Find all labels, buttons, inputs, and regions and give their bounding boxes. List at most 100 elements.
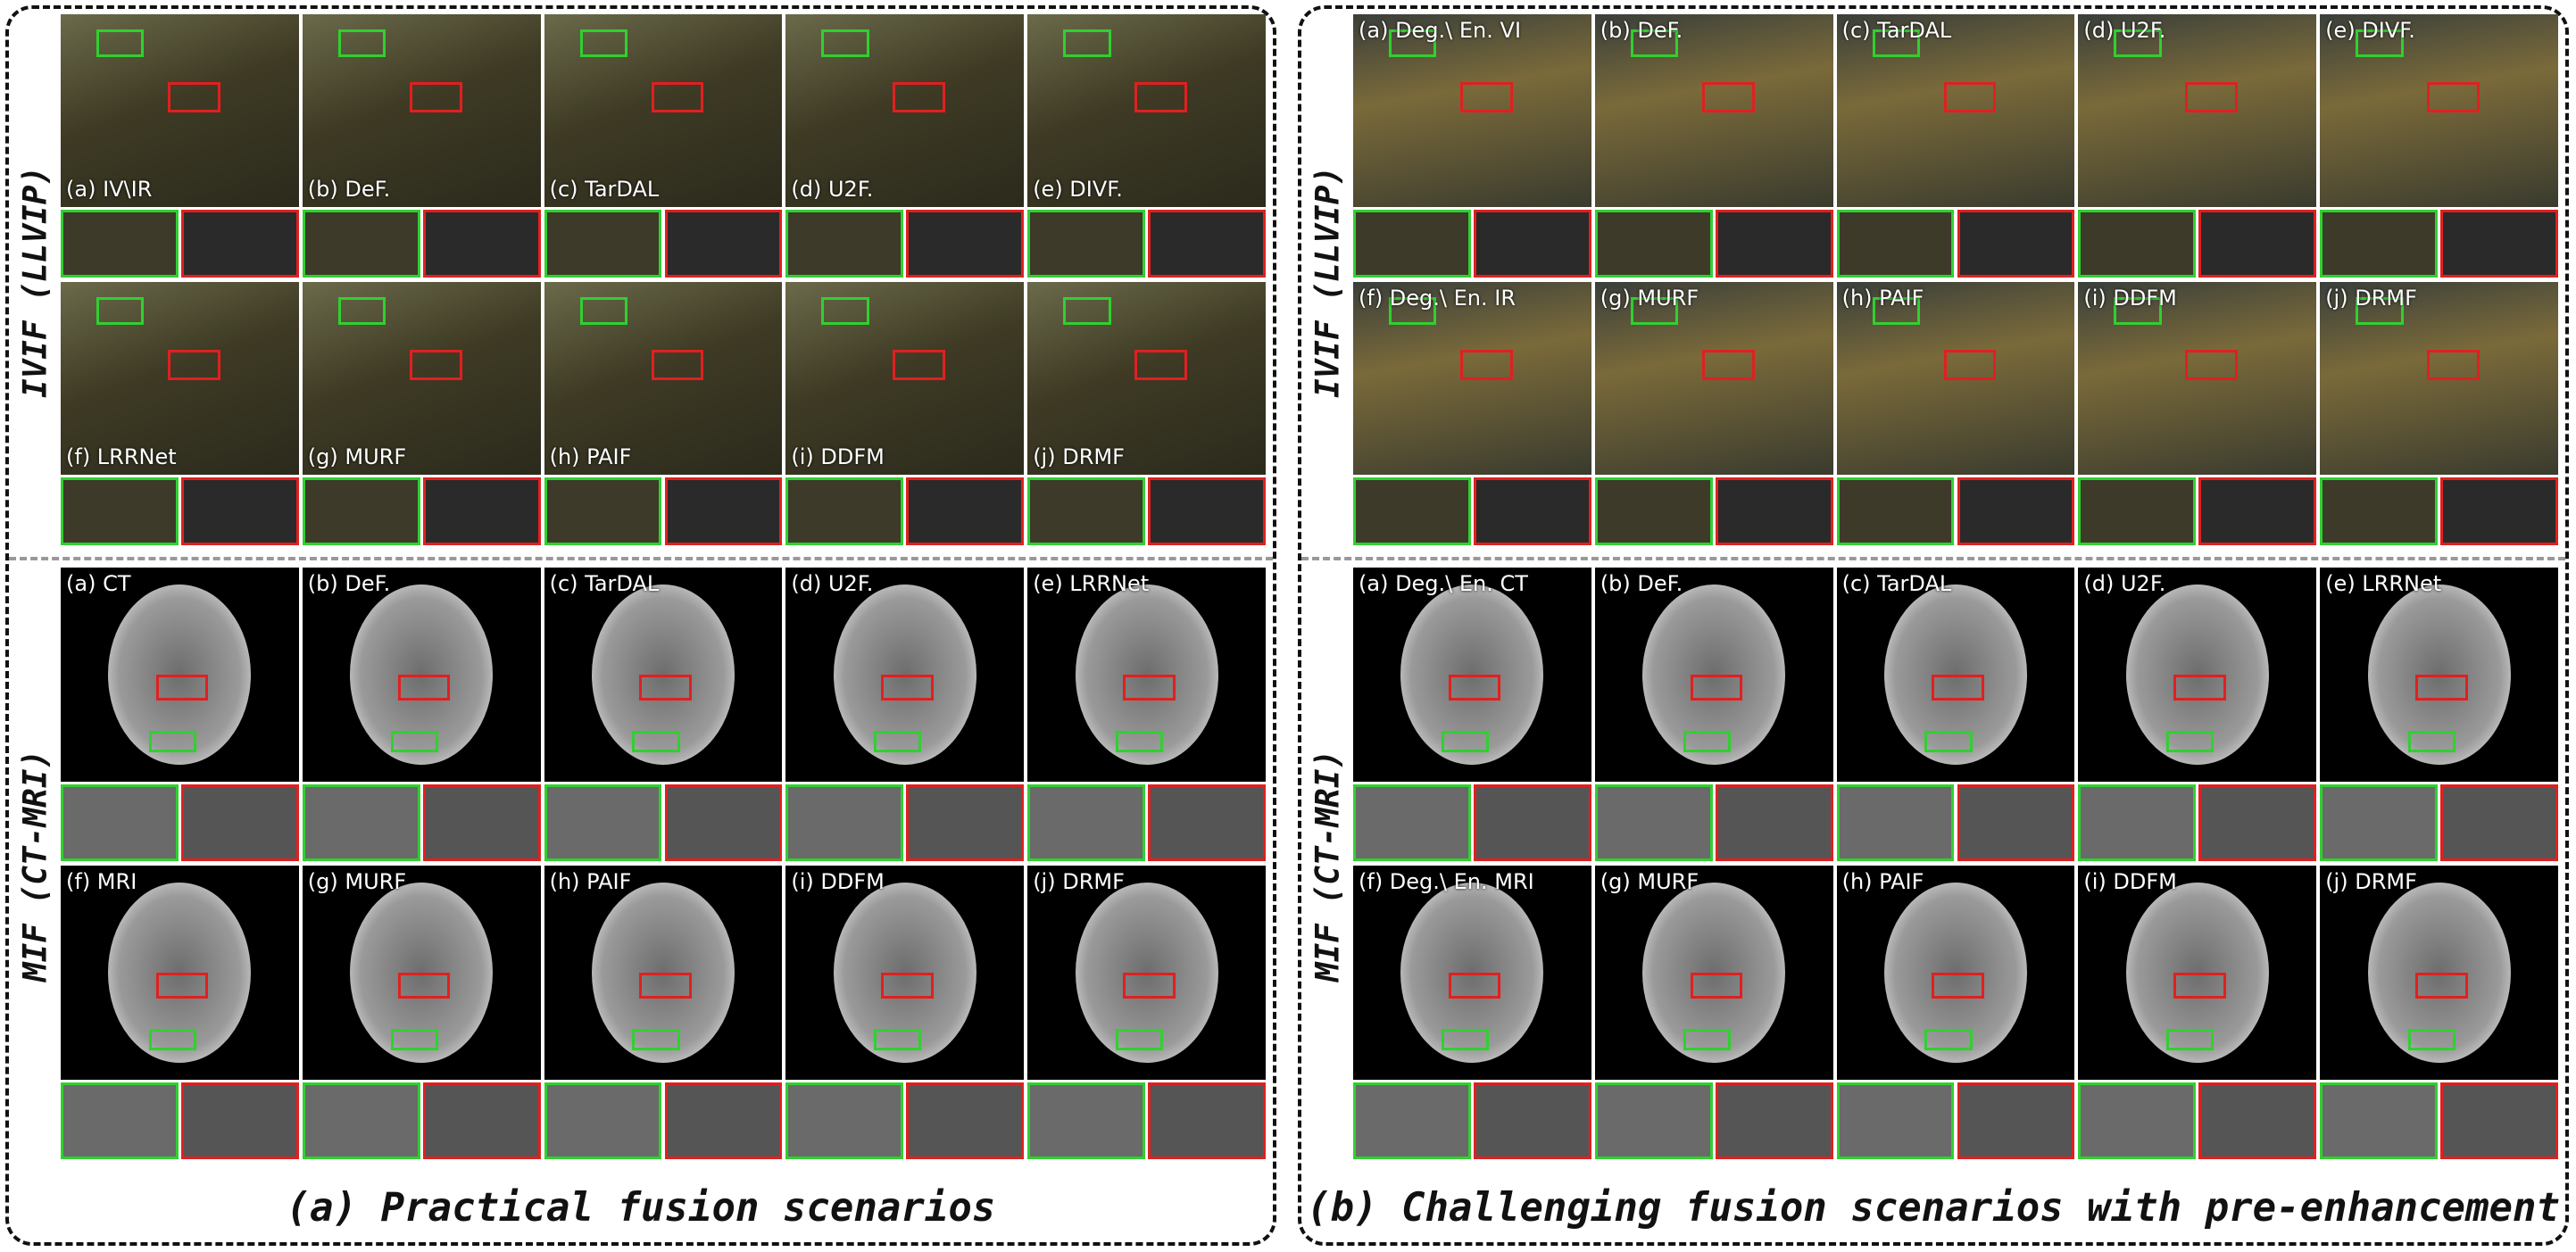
zoom-green: [1353, 1082, 1471, 1159]
zoom-red: [2440, 784, 2558, 861]
panel: [1298, 5, 2569, 1246]
cell-label: (b) DeF.: [307, 177, 391, 202]
fused-image: (i) DDFM: [785, 866, 1025, 1081]
fused-image: (a) CT: [61, 568, 299, 783]
zoom-green: [1836, 1082, 1955, 1159]
green-box: [632, 730, 680, 752]
zoom-green: [302, 477, 420, 545]
green-box: [1115, 730, 1164, 752]
green-box: [1683, 730, 1731, 752]
zoom-green: [544, 210, 662, 278]
red-box: [1460, 349, 1513, 381]
red-box: [2185, 349, 2239, 381]
fused-image: (i) DDFM: [2078, 282, 2317, 475]
green-box: [1630, 297, 1679, 325]
cell-label: (j) DRMF: [2325, 286, 2417, 311]
green-box: [1872, 29, 1920, 57]
red-box: [1690, 973, 1743, 999]
zoom-green: [785, 210, 904, 278]
green-box: [632, 1028, 680, 1050]
zoom-red: [422, 210, 541, 278]
green-box: [1063, 297, 1111, 325]
zoom-red: [906, 1082, 1025, 1159]
red-box: [168, 349, 220, 381]
green-box: [1441, 730, 1490, 752]
zoom-green: [2320, 210, 2439, 278]
red-box: [881, 973, 934, 999]
zoom-green: [1594, 784, 1713, 861]
fused-image: (g) MURF: [1594, 282, 1833, 475]
zoom-red: [1473, 477, 1591, 545]
fused-image: (j) DRMF: [1027, 282, 1266, 475]
red-box: [397, 675, 451, 701]
green-box: [2356, 29, 2404, 57]
green-box: [821, 29, 869, 57]
green-box: [96, 29, 145, 57]
zoom-red: [1715, 1082, 1833, 1159]
fused-image: (a) Deg.\ En. CT: [1353, 568, 1591, 783]
red-box: [1932, 973, 1984, 999]
zoom-red: [1957, 477, 2075, 545]
red-box: [639, 973, 692, 999]
fused-image: (f) LRRNet: [61, 282, 299, 475]
green-box: [1389, 297, 1437, 325]
cell-label: (d) U2F.: [2083, 571, 2166, 596]
cell-label: (h) PAIF: [549, 444, 632, 469]
zoom-green: [544, 784, 662, 861]
zoom-green: [2078, 1082, 2197, 1159]
cell-label: (f) LRRNet: [66, 444, 177, 469]
cell-label: (c) TarDAL: [1841, 571, 1952, 596]
zoom-green: [2078, 477, 2197, 545]
red-box: [1943, 81, 1997, 113]
cell-label: (e) LRRNet: [2325, 571, 2442, 596]
green-box: [2114, 29, 2162, 57]
fused-image: (e) DIVF.: [2320, 14, 2558, 207]
zoom-red: [180, 210, 299, 278]
fused-image: (b) DeF.: [1594, 14, 1833, 207]
zoom-red: [180, 1082, 299, 1159]
fused-image: (b) DeF.: [302, 568, 541, 783]
zoom-green: [61, 477, 179, 545]
zoom-red: [1148, 477, 1266, 545]
red-box: [397, 973, 451, 999]
zoom-red: [1473, 210, 1591, 278]
fused-image: (a) Deg.\ En. VI: [1353, 14, 1591, 207]
cell-label: (d) U2F.: [791, 571, 874, 596]
green-box: [1630, 29, 1679, 57]
zoom-green: [1836, 210, 1955, 278]
cell-label: (d) U2F.: [791, 177, 874, 202]
zoom-green: [1836, 477, 1955, 545]
green-box: [96, 297, 145, 325]
zoom-green: [2078, 784, 2197, 861]
red-box: [409, 349, 462, 381]
zoom-red: [664, 477, 783, 545]
cell-label: (e) DIVF.: [1033, 177, 1123, 202]
zoom-green: [1594, 1082, 1713, 1159]
red-box: [1134, 349, 1187, 381]
cell-label: (d) U2F.: [2083, 18, 2166, 43]
cell-label: (c) TarDAL: [1841, 18, 1952, 43]
section-label: MIF (CT-MRI): [1309, 749, 1347, 983]
zoom-red: [1473, 1082, 1591, 1159]
zoom-red: [1957, 1082, 2075, 1159]
red-box: [639, 675, 692, 701]
fused-image: (g) MURF: [1594, 866, 1833, 1081]
cell-label: (h) PAIF: [1841, 869, 1924, 894]
cell-label: (j) DRMF: [2325, 869, 2417, 894]
cell-label: (a) IV\IR: [66, 177, 153, 202]
green-box: [821, 297, 869, 325]
cell-label: (a) CT: [66, 571, 131, 596]
zoom-red: [1715, 210, 1833, 278]
zoom-green: [2320, 477, 2439, 545]
green-box: [337, 29, 386, 57]
red-box: [1690, 675, 1743, 701]
zoom-green: [1353, 210, 1471, 278]
red-box: [1134, 81, 1187, 113]
zoom-green: [302, 1082, 420, 1159]
fused-image: (h) PAIF: [1836, 866, 2075, 1081]
red-box: [2173, 675, 2226, 701]
panel-caption: (b) Challenging fusion scenarios with pr…: [1307, 1185, 2560, 1231]
green-box: [2114, 297, 2162, 325]
zoom-red: [1957, 210, 2075, 278]
